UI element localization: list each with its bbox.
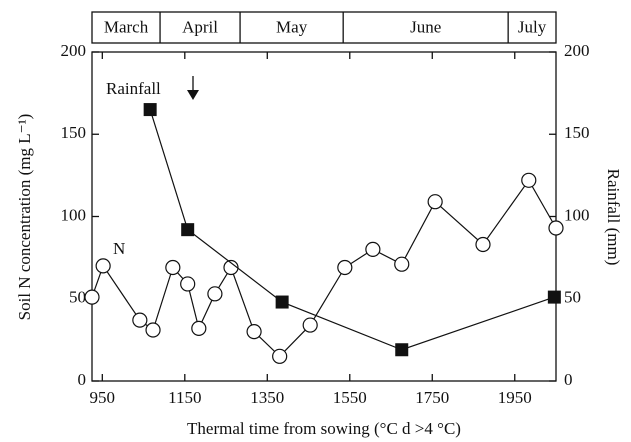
square-marker	[395, 343, 409, 357]
circle-marker	[132, 312, 148, 328]
plot-frame	[91, 51, 557, 382]
circle-marker	[427, 194, 443, 210]
annotation-n: N	[113, 239, 125, 258]
x-tick-label: 1150	[168, 388, 201, 407]
circle-marker	[272, 348, 288, 364]
series-line	[91, 179, 557, 358]
circle-marker	[207, 286, 223, 302]
square-marker	[275, 295, 289, 309]
month-label: March	[104, 17, 149, 36]
square-marker	[143, 103, 157, 117]
circle-marker	[548, 220, 564, 236]
square-marker	[181, 223, 195, 237]
y-tick-label: 0	[78, 370, 87, 389]
x-tick-label: 1350	[250, 388, 284, 407]
circle-marker	[165, 259, 181, 276]
month-bar	[91, 11, 557, 44]
y2-tick-label: 0	[564, 370, 573, 389]
y-tick-label: 50	[69, 288, 86, 307]
circle-marker	[475, 236, 491, 253]
y-tick-label: 100	[61, 205, 87, 224]
y2-tick-label: 100	[564, 205, 590, 224]
month-label: May	[276, 17, 308, 36]
x-axis-label: Thermal time from sowing (°C d >4 °C)	[187, 419, 461, 438]
y2-tick-label: 200	[564, 41, 590, 60]
y-tick-label: 150	[61, 123, 87, 142]
circle-marker	[180, 276, 196, 292]
circle-marker	[394, 256, 410, 272]
y2-tick-label: 50	[564, 288, 581, 307]
y2-tick-label: 150	[564, 123, 590, 142]
x-tick-label: 950	[90, 388, 116, 407]
month-label: April	[182, 17, 218, 36]
x-tick-label: 1550	[333, 388, 367, 407]
circle-marker	[365, 241, 381, 257]
circle-marker	[337, 259, 353, 276]
month-label: July	[518, 17, 547, 36]
circle-marker	[246, 324, 262, 340]
circle-marker	[521, 172, 537, 188]
circle-marker	[191, 320, 207, 336]
y-tick-label: 200	[61, 41, 87, 60]
circle-marker	[302, 317, 318, 333]
annotation-rainfall: Rainfall	[106, 79, 161, 98]
arrow-head	[187, 90, 199, 100]
y2-axis-label: Rainfall (mm)	[604, 169, 623, 266]
y-axis-label: Soil N concentration (mg L⁻¹)	[15, 114, 34, 321]
circle-marker	[95, 258, 111, 274]
month-label: June	[410, 17, 441, 36]
x-tick-label: 1750	[415, 388, 449, 407]
square-marker	[547, 290, 561, 304]
circle-marker	[84, 289, 100, 305]
x-tick-label: 1950	[498, 388, 532, 407]
circle-marker	[145, 322, 161, 338]
